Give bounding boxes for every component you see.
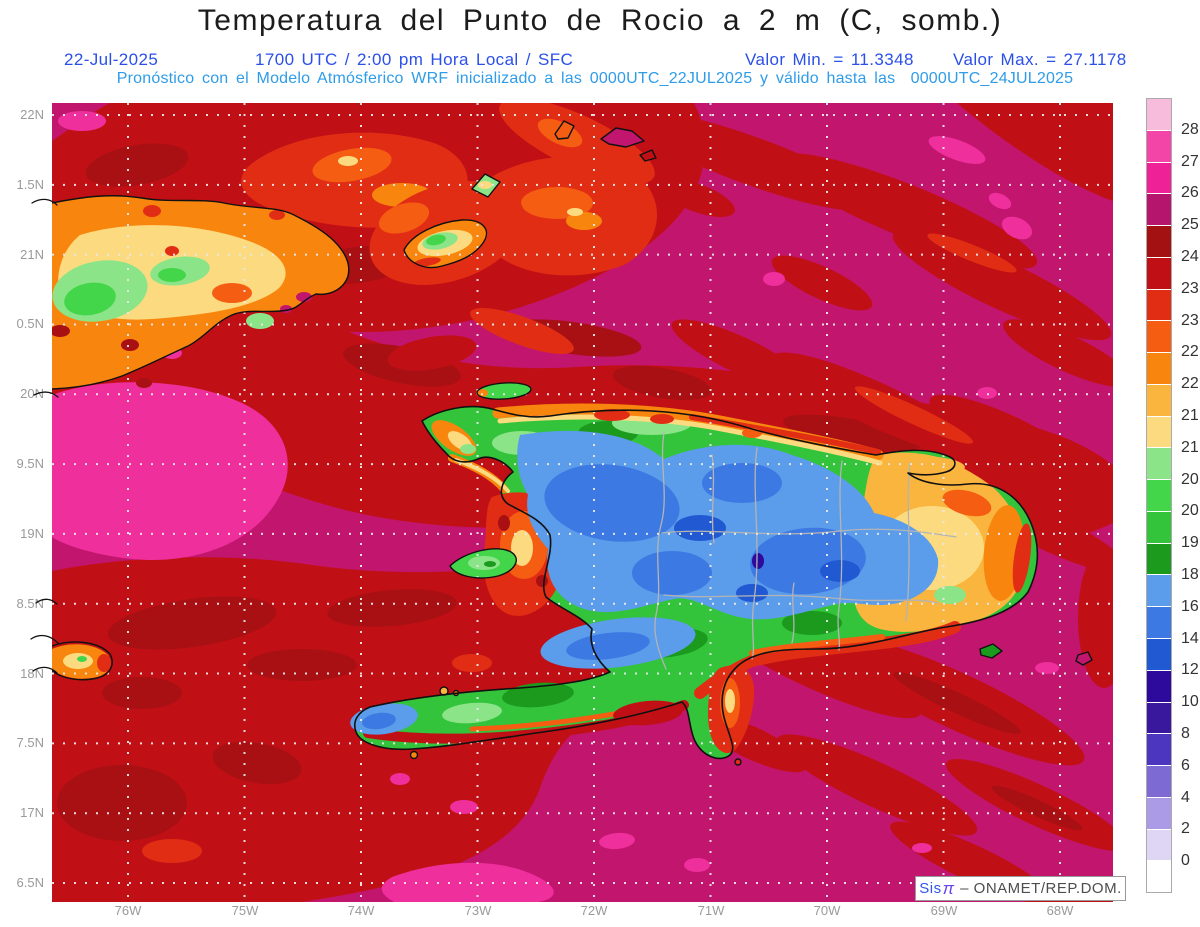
lat-label: 7.5N xyxy=(16,735,44,750)
lat-label: 19N xyxy=(20,526,44,541)
colorbar-segment xyxy=(1147,766,1171,798)
hispaniola-island xyxy=(350,403,1038,759)
colorbar-tick-label: 26 xyxy=(1181,184,1199,202)
gridlines xyxy=(52,103,1113,902)
colorbar-segment xyxy=(1147,448,1171,481)
colorbar-segment xyxy=(1147,797,1171,830)
colorbar-segment xyxy=(1147,861,1171,893)
pi-icon: π xyxy=(942,878,955,898)
valor-max: Valor Max. = 27.1178 xyxy=(953,50,1127,69)
colorbar-segment xyxy=(1147,289,1171,322)
watermark-brand: Sis xyxy=(919,880,942,897)
colorbar-tick-label: 20.5 xyxy=(1181,470,1200,488)
colorbar-tick-label: 12 xyxy=(1181,661,1199,679)
colorbar-tick-label: 2 xyxy=(1181,820,1190,838)
colorbar-tick-label: 24.5 xyxy=(1181,248,1200,265)
lon-label: 72W xyxy=(580,903,608,918)
lon-label: 71W xyxy=(697,903,725,918)
lat-label: 9.5N xyxy=(16,456,44,471)
colorbar-segment xyxy=(1147,670,1171,703)
admin-borders xyxy=(654,432,957,670)
lon-label: 75W xyxy=(231,903,259,918)
colorbar-tick-label: 23.5 xyxy=(1181,279,1200,297)
lat-label: 17N xyxy=(20,805,44,820)
map-canvas xyxy=(30,103,1113,902)
lat-label: 22N xyxy=(20,107,44,122)
jamaica-island xyxy=(52,644,111,679)
colorbar-segment xyxy=(1147,480,1171,512)
colorbar-tick-label: 14 xyxy=(1181,629,1199,647)
colorbar-segment xyxy=(1147,226,1171,258)
colorbar-segment xyxy=(1147,511,1171,544)
valor-min: Valor Min. = 11.3348 xyxy=(745,50,914,69)
colorbar-segment xyxy=(1147,384,1171,417)
watermark-org: – ONAMET/REP.DOM. xyxy=(960,880,1122,897)
valid-time: 1700 UTC / 2:00 pm Hora Local / SFC xyxy=(255,50,574,69)
colorbar-tick-label: 18 xyxy=(1181,566,1199,583)
colorbar-segment xyxy=(1147,130,1171,163)
colorbar-tick-label: 16 xyxy=(1181,597,1199,615)
colorbar-segment xyxy=(1147,162,1171,195)
lon-label: 68W xyxy=(1046,903,1074,918)
lat-label: 1.5N xyxy=(16,177,44,192)
colorbar-segment xyxy=(1147,607,1171,640)
lon-label: 73W xyxy=(464,903,492,918)
lat-label: 20N xyxy=(20,386,44,401)
lon-label: 70W xyxy=(813,903,841,918)
forecast-description: Pronóstico con el Modelo Atmósferico WRF… xyxy=(116,70,1074,87)
colorbar-segment xyxy=(1147,353,1171,385)
colorbar-tick-label: 21.5 xyxy=(1181,407,1200,424)
run-date: 22-Jul-2025 xyxy=(64,50,159,69)
colorbar-tick-label: 23 xyxy=(1181,311,1199,329)
colorbar-tick-label: 22.5 xyxy=(1181,343,1200,361)
colorbar-segment xyxy=(1147,734,1171,767)
colorbar-segment xyxy=(1147,829,1171,862)
coastlines xyxy=(52,120,1093,766)
colorbar-segment xyxy=(1147,639,1171,671)
colorbar-tick-label: 19 xyxy=(1181,534,1199,552)
colorbar-tick-label: 22 xyxy=(1181,375,1199,393)
cuba-island xyxy=(52,195,349,389)
ocean-streaks xyxy=(387,111,1113,902)
lat-axis: 22N 1.5N 21N 0.5N 20N 9.5N 19N 8.5N 18N 7.5N 17N 6.… xyxy=(0,0,46,927)
lon-label: 74W xyxy=(347,903,375,918)
dewpoint-contour-map xyxy=(30,103,1113,902)
lat-label: 18N xyxy=(20,666,44,681)
colorbar-segment xyxy=(1147,416,1171,449)
lat-label: 0.5N xyxy=(16,316,44,331)
colorbar-segment xyxy=(1147,194,1171,227)
colorbar-segment xyxy=(1147,702,1171,735)
colorbar-tick-label: 0 xyxy=(1181,852,1190,870)
colorbar-labels: 2827262524.523.52322.52221.52120.5201918… xyxy=(1181,0,1200,927)
colorbar-tick-label: 6 xyxy=(1181,756,1190,774)
colorbar-tick-label: 28 xyxy=(1181,120,1199,138)
ocean-orange-spots xyxy=(312,147,602,230)
lon-label: 76W xyxy=(114,903,142,918)
lat-label: 21N xyxy=(20,247,44,262)
lon-label: 69W xyxy=(930,903,958,918)
page-title: Temperatura del Punto de Rocio a 2 m (C,… xyxy=(197,4,1003,37)
lat-label: 6.5N xyxy=(16,875,44,890)
colorbar-tick-label: 20 xyxy=(1181,502,1199,520)
inagua-islands xyxy=(404,121,656,268)
colorbar-segments xyxy=(1146,98,1172,893)
watermark-badge: Sis π – ONAMET/REP.DOM. xyxy=(915,876,1126,901)
colorbar-segment xyxy=(1147,575,1171,608)
colorbar-segment xyxy=(1147,99,1171,131)
colorbar-tick-label: 8 xyxy=(1181,725,1190,742)
ocean-pink-patches xyxy=(52,111,1059,902)
colorbar-segment xyxy=(1147,321,1171,354)
colorbar-tick-label: 10 xyxy=(1181,693,1199,711)
margin-coastline-squiggles xyxy=(30,198,59,674)
colorbar-tick-label: 25 xyxy=(1181,216,1199,234)
colorbar-segment xyxy=(1147,543,1171,576)
hispaniola-satellite-islands xyxy=(410,382,1092,765)
colorbar-tick-label: 4 xyxy=(1181,788,1190,806)
colorbar-tick-label: 21 xyxy=(1181,438,1199,456)
lat-label: 8.5N xyxy=(16,596,44,611)
colorbar-segment xyxy=(1147,257,1171,290)
colorbar-tick-label: 27 xyxy=(1181,152,1199,170)
